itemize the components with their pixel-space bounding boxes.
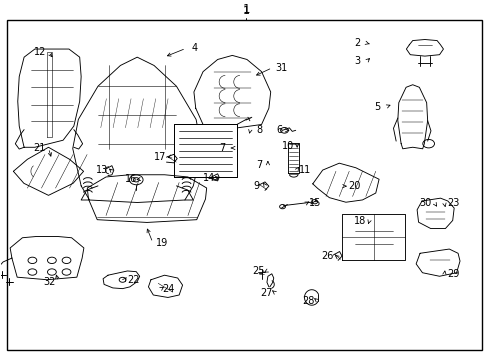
Text: 4: 4: [191, 43, 198, 53]
Circle shape: [422, 139, 434, 148]
Text: 15: 15: [308, 198, 321, 208]
Text: 32: 32: [43, 276, 56, 287]
Circle shape: [47, 257, 56, 264]
Text: 17: 17: [154, 152, 166, 162]
Text: 10: 10: [282, 140, 294, 150]
Text: 27: 27: [260, 288, 272, 298]
Text: 7: 7: [256, 160, 262, 170]
Text: 25: 25: [251, 266, 264, 276]
Circle shape: [62, 269, 71, 275]
Text: 23: 23: [446, 198, 458, 208]
Text: 14: 14: [203, 174, 215, 183]
Text: 11: 11: [299, 165, 311, 175]
Text: 5: 5: [374, 102, 380, 112]
Circle shape: [119, 277, 126, 282]
Text: 2: 2: [354, 38, 360, 48]
Text: 24: 24: [163, 284, 175, 294]
Text: 18: 18: [354, 216, 366, 226]
Circle shape: [28, 269, 37, 275]
Circle shape: [133, 178, 139, 182]
Text: 1: 1: [242, 6, 249, 16]
Text: 21: 21: [34, 143, 46, 153]
Circle shape: [280, 127, 288, 133]
Text: 8: 8: [256, 125, 262, 135]
Polygon shape: [173, 124, 237, 177]
Circle shape: [129, 175, 143, 185]
Text: 31: 31: [274, 63, 286, 73]
Text: 22: 22: [127, 275, 139, 285]
Text: 1: 1: [242, 3, 249, 16]
Circle shape: [47, 269, 56, 275]
Text: 29: 29: [446, 270, 458, 279]
Text: 6: 6: [276, 125, 282, 135]
Text: 12: 12: [34, 47, 46, 57]
Text: 16: 16: [125, 174, 137, 184]
Text: 7: 7: [219, 143, 225, 153]
Text: 30: 30: [419, 198, 431, 208]
Text: 13: 13: [96, 165, 108, 175]
Text: 9: 9: [253, 181, 259, 191]
Text: 19: 19: [155, 238, 167, 248]
Text: 26: 26: [321, 251, 333, 261]
Circle shape: [62, 257, 71, 264]
Text: 3: 3: [354, 57, 360, 66]
Circle shape: [28, 257, 37, 264]
Circle shape: [212, 175, 218, 179]
Text: 20: 20: [347, 181, 360, 191]
Text: 28: 28: [302, 296, 314, 306]
Circle shape: [279, 204, 285, 209]
Circle shape: [311, 199, 317, 204]
